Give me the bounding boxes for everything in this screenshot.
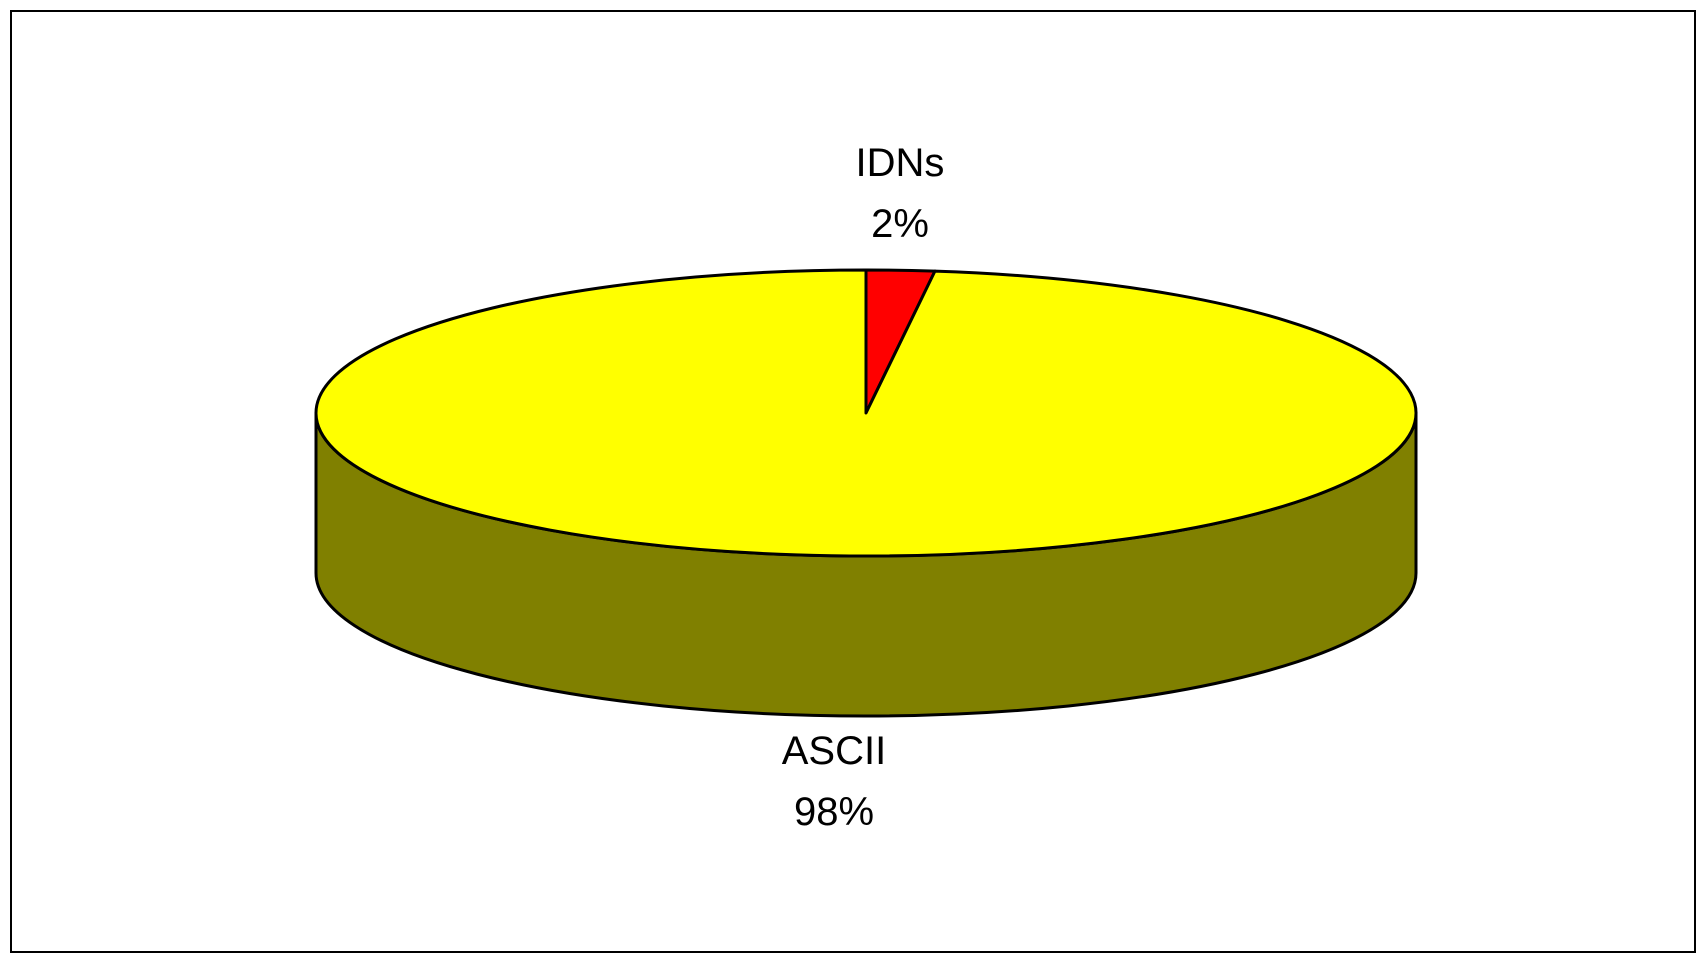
pie-slice-ascii	[314, 268, 1418, 558]
label-group: IDNs 2% ASCII 98%	[782, 141, 945, 834]
slice-label-ascii: ASCII	[782, 729, 886, 773]
slice-percent-idns: 2%	[871, 202, 929, 246]
slice-percent-ascii: 98%	[794, 790, 874, 834]
pie-group	[314, 268, 1418, 718]
slice-label-idns: IDNs	[856, 141, 945, 185]
